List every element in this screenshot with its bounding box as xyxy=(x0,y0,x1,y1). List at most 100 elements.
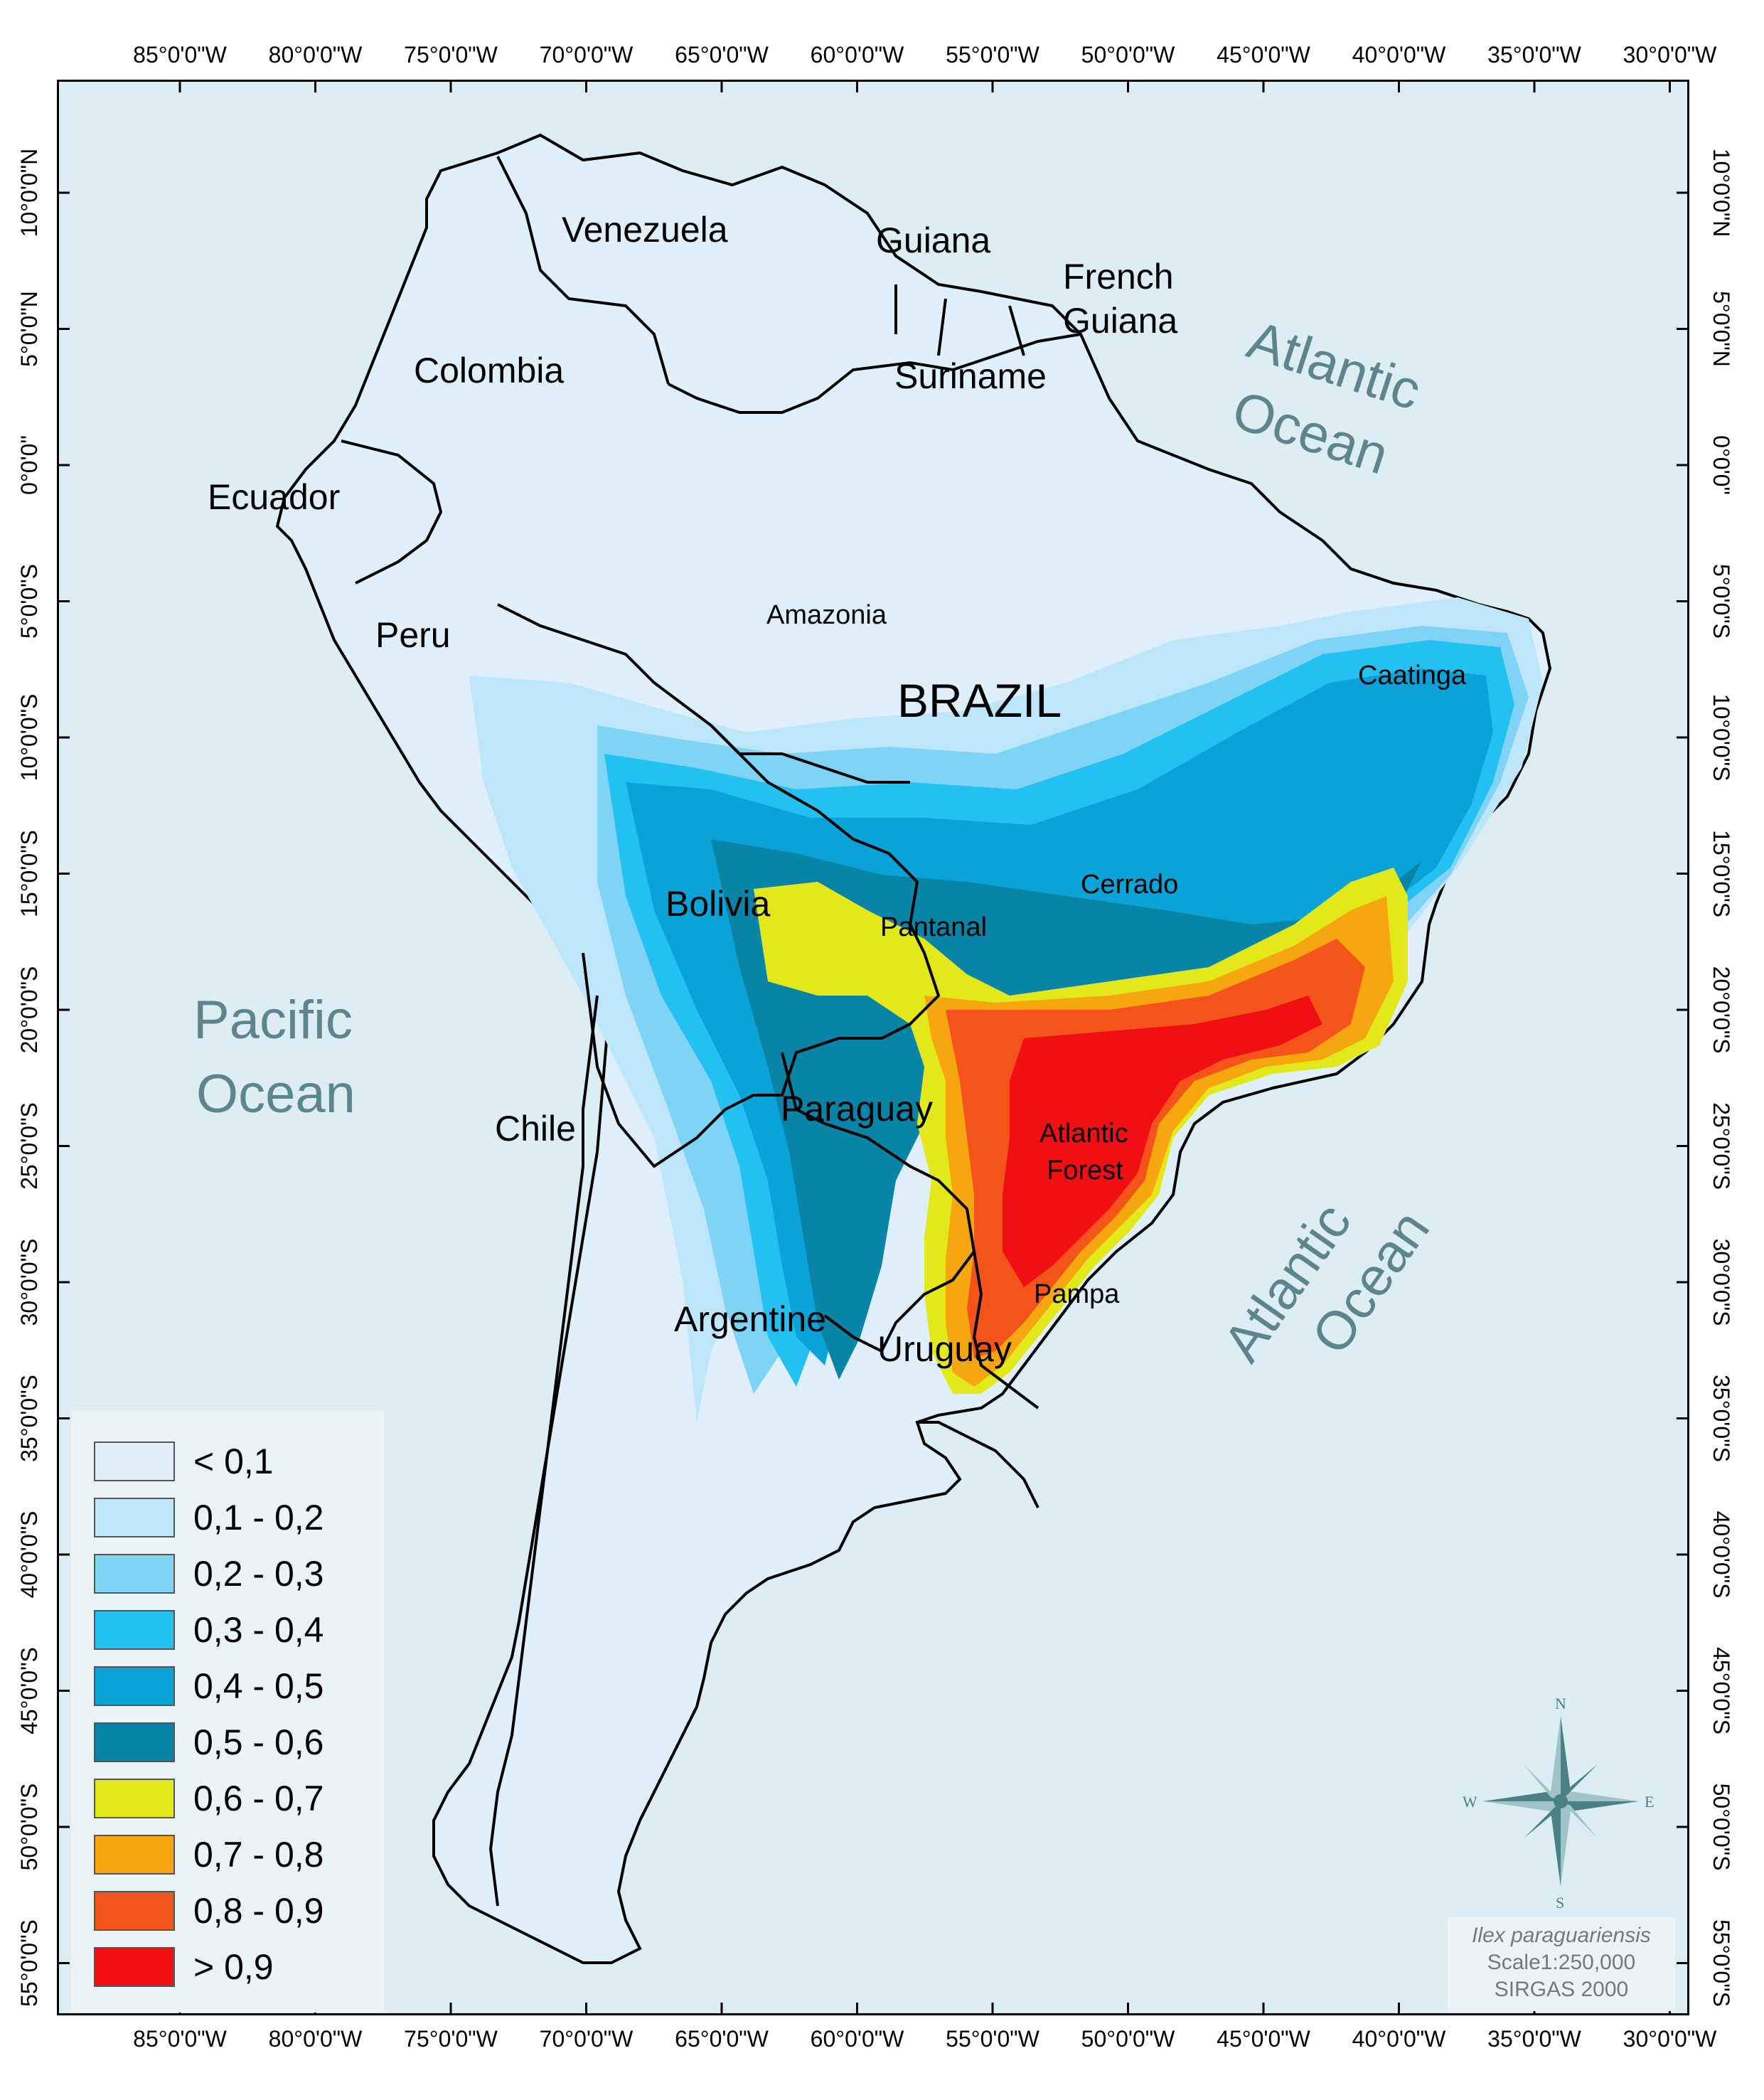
bottom-longitude-label: 60°0'0"W xyxy=(811,2026,904,2052)
zone-1-0 xyxy=(1003,996,1322,1287)
left-latitude-label: 15°0'0"S xyxy=(16,830,42,917)
right-latitude-label: 10°0'0"S xyxy=(1709,694,1734,782)
right-latitude-label: 0°0'0" xyxy=(1709,435,1734,495)
label-pacific-ocean-1: Pacific xyxy=(193,990,353,1050)
border-guianas xyxy=(894,284,1025,356)
bottom-longitude-label: 40°0'0"W xyxy=(1352,2026,1446,2052)
bottom-longitude-label: 65°0'0"W xyxy=(675,2026,769,2052)
legend-item: 0,8 - 0,9 xyxy=(94,1888,378,1934)
map-datum: SIRGAS 2000 xyxy=(1494,1978,1629,2001)
bottom-longitude-label: 30°0'0"W xyxy=(1623,2026,1717,2052)
label-chile: Chile xyxy=(495,1109,576,1148)
label-guiana: Guiana xyxy=(876,220,990,260)
right-latitude-label: 55°0'0"S xyxy=(1709,1919,1734,2007)
label-bolivia: Bolivia xyxy=(665,884,770,924)
legend-item: 0,3 - 0,4 xyxy=(94,1607,378,1653)
right-latitude-label: 30°0'0"S xyxy=(1709,1239,1734,1326)
left-latitude-label: 10°0'0"S xyxy=(16,694,42,782)
border-brazil-north xyxy=(668,333,1081,414)
label-french-guiana-2: Guiana xyxy=(1063,301,1177,341)
legend-swatch xyxy=(94,1441,175,1481)
compass-n-label: N xyxy=(1555,1695,1566,1712)
legend-label: 0,1 - 0,2 xyxy=(193,1498,324,1537)
legend-item: 0,7 - 0,8 xyxy=(94,1832,378,1877)
label-suriname: Suriname xyxy=(894,356,1047,396)
border-venezuela-colombia xyxy=(496,156,670,385)
compass-w-label: W xyxy=(1463,1793,1477,1811)
label-pantanal: Pantanal xyxy=(880,912,987,942)
label-pampa: Pampa xyxy=(1034,1279,1120,1309)
legend-swatch xyxy=(94,1891,175,1931)
label-atlantic-forest-2: Forest xyxy=(1047,1156,1123,1185)
legend-label: < 0,1 xyxy=(193,1441,274,1481)
bottom-longitude-label: 85°0'0"W xyxy=(133,2026,227,2052)
bottom-longitude-label: 70°0'0"W xyxy=(540,2026,634,2052)
border-ecuador xyxy=(341,439,443,585)
left-latitude-label: 55°0'0"S xyxy=(16,1919,42,2007)
right-latitude-label: 15°0'0"S xyxy=(1709,830,1734,917)
label-pacific-ocean-2: Ocean xyxy=(196,1064,356,1124)
legend-label: 0,2 - 0,3 xyxy=(193,1554,324,1594)
label-brazil: BRAZIL xyxy=(897,674,1062,727)
legend-item: < 0,1 xyxy=(94,1439,378,1484)
legend-label: 0,4 - 0,5 xyxy=(193,1666,324,1706)
legend-item: 0,5 - 0,6 xyxy=(94,1720,378,1765)
right-latitude-label: 25°0'0"S xyxy=(1709,1102,1734,1190)
top-longitude-label: 30°0'0"W xyxy=(1623,42,1717,68)
legend-swatch xyxy=(94,1779,175,1818)
right-latitude-label: 35°0'0"S xyxy=(1709,1375,1734,1462)
legend-swatch xyxy=(94,1947,175,1987)
legend-item: 0,1 - 0,2 xyxy=(94,1495,378,1540)
border-argentina-brazil xyxy=(972,1251,1039,1409)
border-peru-brazil xyxy=(497,603,910,784)
legend-label: 0,6 - 0,7 xyxy=(193,1779,324,1818)
legend-label: 0,8 - 0,9 xyxy=(193,1891,324,1931)
legend-item: 0,4 - 0,5 xyxy=(94,1663,378,1709)
top-longitude-label: 70°0'0"W xyxy=(540,42,634,68)
top-longitude-label: 55°0'0"W xyxy=(946,42,1039,68)
label-amazonia: Amazonia xyxy=(766,600,887,630)
legend-swatch xyxy=(94,1666,175,1706)
map-scale: Scale1:250,000 xyxy=(1487,1951,1636,1974)
compass-rose-icon: N S E W xyxy=(1463,1695,1654,1912)
legend-swatch xyxy=(94,1554,175,1594)
right-latitude-label: 40°0'0"S xyxy=(1709,1511,1734,1599)
bottom-longitude-label: 35°0'0"W xyxy=(1487,2026,1581,2052)
left-latitude-label: 50°0'0"S xyxy=(16,1784,42,1871)
legend-label: 0,7 - 0,8 xyxy=(193,1835,324,1875)
right-latitude-label: 10°0'0"N xyxy=(1709,149,1734,238)
label-peru: Peru xyxy=(375,615,451,655)
label-venezuela: Venezuela xyxy=(562,210,728,250)
top-longitude-label: 75°0'0"W xyxy=(404,42,498,68)
legend-item: > 0,9 xyxy=(94,1944,378,1990)
left-latitude-label: 35°0'0"S xyxy=(16,1375,42,1462)
top-longitude-label: 50°0'0"W xyxy=(1081,42,1175,68)
left-latitude-label: 5°0'0"S xyxy=(16,564,42,639)
bottom-longitude-label: 50°0'0"W xyxy=(1081,2026,1175,2052)
border-paraguay xyxy=(781,1052,976,1353)
legend-swatch xyxy=(94,1610,175,1650)
right-latitude-label: 5°0'0"S xyxy=(1709,564,1734,639)
legend: < 0,1 0,1 - 0,2 0,2 - 0,3 0,3 - 0,4 0,4 - 0,… xyxy=(71,1410,384,2013)
species-name: Ilex paraguariensis xyxy=(1472,1924,1651,1947)
left-latitude-label: 25°0'0"S xyxy=(16,1102,42,1190)
left-latitude-label: 10°0'0"N xyxy=(16,149,42,238)
left-latitude-label: 45°0'0"S xyxy=(16,1647,42,1734)
right-latitude-label: 5°0'0"N xyxy=(1709,291,1734,367)
legend-label: 0,3 - 0,4 xyxy=(193,1610,324,1650)
top-longitude-label: 35°0'0"W xyxy=(1487,42,1581,68)
bottom-longitude-label: 75°0'0"W xyxy=(404,2026,498,2052)
compass-s-label: S xyxy=(1556,1894,1564,1912)
legend-label: > 0,9 xyxy=(193,1947,274,1987)
label-ecuador: Ecuador xyxy=(208,477,340,517)
label-caatinga: Caatinga xyxy=(1358,661,1467,691)
top-longitude-label: 45°0'0"W xyxy=(1217,42,1310,68)
compass-e-label: E xyxy=(1645,1793,1654,1811)
top-longitude-label: 40°0'0"W xyxy=(1352,42,1446,68)
bottom-longitude-label: 80°0'0"W xyxy=(269,2026,363,2052)
right-latitude-label: 20°0'0"S xyxy=(1709,966,1734,1054)
top-longitude-label: 65°0'0"W xyxy=(675,42,769,68)
map-info-box: Ilex paraguariensis Scale1:250,000 SIRGA… xyxy=(1448,1917,1675,2011)
label-french-guiana-1: French xyxy=(1063,257,1174,297)
